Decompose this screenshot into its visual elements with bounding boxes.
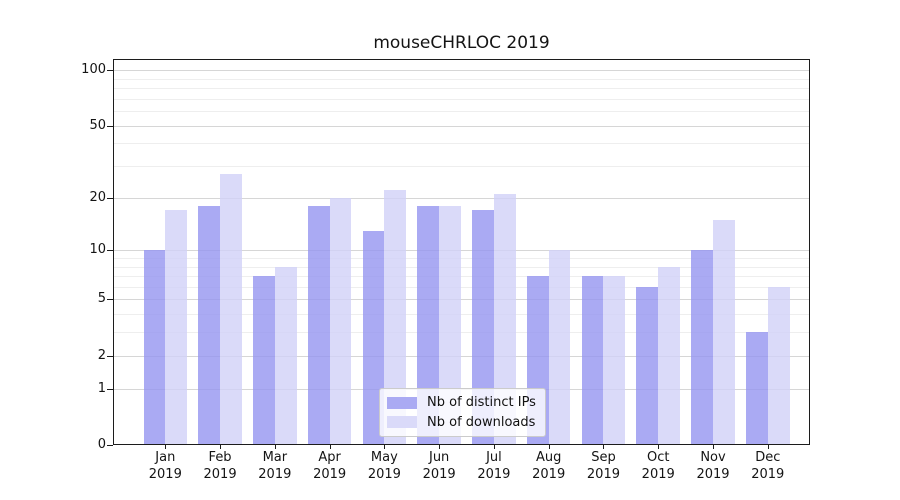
bar-distinct-ips bbox=[417, 205, 440, 445]
bar-distinct-ips bbox=[745, 332, 768, 445]
y-tick-label: 10 bbox=[89, 242, 106, 258]
x-tick-label: Aug 2019 bbox=[532, 450, 566, 482]
minor-gridline bbox=[114, 88, 809, 90]
y-tick-mark bbox=[107, 445, 113, 446]
x-tick-label: Feb 2019 bbox=[203, 450, 237, 482]
bar-downloads bbox=[493, 193, 516, 445]
major-gridline bbox=[114, 197, 809, 199]
x-tick-label: Jan 2019 bbox=[148, 450, 182, 482]
bar-downloads bbox=[767, 286, 790, 445]
legend-item-downloads: Nb of downloads bbox=[387, 415, 539, 430]
bar-downloads bbox=[713, 219, 735, 445]
y-tick-label: 50 bbox=[89, 117, 106, 133]
y-tick-label: 20 bbox=[89, 189, 106, 205]
x-tick-label: Sep 2019 bbox=[586, 450, 620, 482]
y-tick-label: 5 bbox=[97, 291, 106, 307]
x-tick-mark bbox=[220, 445, 222, 449]
y-tick-mark bbox=[107, 388, 113, 390]
x-tick-mark bbox=[274, 445, 276, 449]
legend: Nb of distinct IPs Nb of downloads bbox=[379, 388, 546, 437]
legend-label-distinct-ips: Nb of distinct IPs bbox=[427, 395, 536, 411]
x-tick-mark bbox=[384, 445, 386, 449]
chart-title: mouseCHRLOC 2019 bbox=[373, 33, 550, 53]
y-tick-mark bbox=[107, 70, 113, 72]
bar-downloads bbox=[548, 250, 571, 445]
y-tick-mark bbox=[107, 197, 113, 199]
minor-gridline bbox=[114, 314, 809, 316]
y-tick-label: 0 bbox=[97, 437, 106, 452]
bar-distinct-ips bbox=[198, 205, 221, 445]
bar-downloads bbox=[658, 266, 681, 445]
bar-distinct-ips bbox=[253, 276, 275, 445]
x-tick-mark bbox=[713, 445, 714, 449]
bar-downloads bbox=[384, 190, 407, 445]
minor-gridline bbox=[114, 276, 809, 278]
legend-item-distinct-ips: Nb of distinct IPs bbox=[387, 395, 539, 410]
major-gridline bbox=[114, 125, 809, 127]
x-tick-label: Jul 2019 bbox=[477, 450, 511, 482]
y-tick-label: 100 bbox=[81, 62, 106, 78]
y-tick-label: 2 bbox=[97, 347, 106, 363]
bar-downloads bbox=[165, 210, 188, 445]
major-gridline bbox=[114, 355, 809, 357]
bar-distinct-ips bbox=[143, 250, 166, 445]
major-gridline bbox=[114, 70, 809, 72]
major-gridline bbox=[114, 299, 809, 301]
x-tick-label: Mar 2019 bbox=[258, 450, 292, 482]
legend-swatch-distinct-ips bbox=[387, 396, 417, 409]
bar-distinct-ips bbox=[636, 286, 659, 445]
y-tick-label: 1 bbox=[97, 380, 106, 396]
y-tick-mark bbox=[107, 355, 113, 357]
minor-gridline bbox=[114, 258, 809, 259]
bar-downloads bbox=[220, 174, 242, 445]
x-tick-label: Dec 2019 bbox=[751, 450, 785, 482]
y-tick-mark bbox=[107, 250, 113, 252]
legend-swatch-downloads bbox=[387, 416, 417, 429]
x-tick-mark bbox=[603, 445, 605, 449]
x-tick-label: Nov 2019 bbox=[696, 450, 730, 482]
x-tick-mark bbox=[658, 445, 660, 449]
x-tick-label: Apr 2019 bbox=[313, 450, 347, 482]
bar-distinct-ips bbox=[691, 250, 713, 445]
bar-downloads bbox=[603, 276, 626, 445]
x-tick-mark bbox=[493, 445, 495, 449]
minor-gridline bbox=[114, 98, 809, 100]
x-tick-mark bbox=[439, 445, 441, 449]
x-tick-mark bbox=[767, 445, 769, 449]
minor-gridline bbox=[114, 286, 809, 288]
minor-gridline bbox=[114, 143, 809, 145]
bar-downloads bbox=[274, 266, 297, 445]
bar-distinct-ips bbox=[472, 210, 494, 445]
x-tick-label: Oct 2019 bbox=[641, 450, 675, 482]
x-tick-label: May 2019 bbox=[367, 450, 401, 482]
x-tick-label: Jun 2019 bbox=[422, 450, 456, 482]
minor-gridline bbox=[114, 332, 809, 334]
minor-gridline bbox=[114, 266, 809, 268]
bar-distinct-ips bbox=[581, 276, 604, 445]
minor-gridline bbox=[114, 78, 809, 80]
legend-label-downloads: Nb of downloads bbox=[427, 414, 536, 430]
major-gridline bbox=[114, 250, 809, 252]
bar-downloads bbox=[439, 205, 461, 445]
bar-downloads bbox=[329, 197, 352, 445]
y-tick-mark bbox=[107, 299, 113, 301]
minor-gridline bbox=[114, 166, 809, 168]
bar-distinct-ips bbox=[362, 230, 385, 445]
x-tick-mark bbox=[548, 445, 550, 449]
x-tick-mark bbox=[165, 445, 167, 449]
x-tick-mark bbox=[329, 445, 331, 449]
bar-distinct-ips bbox=[307, 205, 330, 445]
y-tick-mark bbox=[107, 125, 113, 127]
minor-gridline bbox=[114, 111, 809, 113]
